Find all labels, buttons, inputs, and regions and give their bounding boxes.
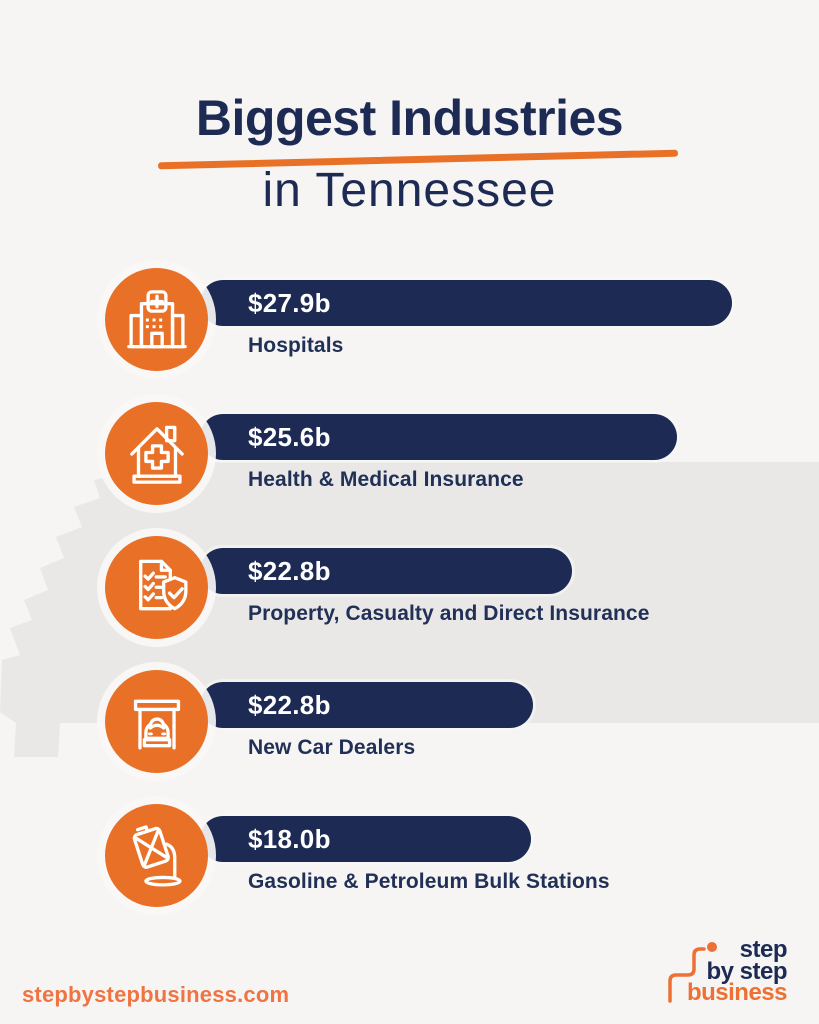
industry-row: $27.9b Hospitals <box>0 268 819 402</box>
industry-value: $22.8b <box>248 556 331 586</box>
industry-label: Hospitals <box>248 334 344 357</box>
industry-value-bar: $22.8b <box>200 548 572 594</box>
industry-value: $22.8b <box>248 690 331 720</box>
industry-value: $27.9b <box>248 288 331 318</box>
industry-label: Property, Casualty and Direct Insurance <box>248 602 650 625</box>
hospital-icon <box>105 268 208 371</box>
industry-value-bar: $25.6b <box>200 414 677 460</box>
industry-row: $22.8b New Car Dealers <box>0 670 819 804</box>
industry-value-bar: $22.8b <box>200 682 533 728</box>
industry-label: Health & Medical Insurance <box>248 468 524 491</box>
industry-row: $18.0b Gasoline & Petroleum Bulk Station… <box>0 804 819 938</box>
page-title: Biggest Industries <box>195 90 624 146</box>
industry-row: $22.8b Property, Casualty and Direct Ins… <box>0 536 819 670</box>
fuel-can-icon <box>105 804 208 907</box>
infographic-header: Biggest Industries in Tennessee <box>0 88 819 218</box>
insurance-checklist-shield-icon <box>105 536 208 639</box>
medical-house-icon <box>105 402 208 505</box>
website-url: stepbystepbusiness.com <box>22 982 290 1007</box>
industry-value-bar: $27.9b <box>200 280 732 326</box>
industry-value-bar: $18.0b <box>200 816 531 862</box>
logo-word-by-step: by step <box>706 958 787 985</box>
page-subtitle: in Tennessee <box>262 164 557 217</box>
industry-label: Gasoline & Petroleum Bulk Stations <box>248 870 610 893</box>
stair-steps-icon <box>668 942 717 1003</box>
step-by-step-business-logo: step by step business <box>655 930 795 1010</box>
industry-value: $25.6b <box>248 422 331 452</box>
logo-word-step: step <box>739 936 788 963</box>
logo-word-business: business <box>686 979 788 1006</box>
car-garage-icon <box>105 670 208 773</box>
industry-value: $18.0b <box>248 824 331 854</box>
industry-label: New Car Dealers <box>248 736 416 759</box>
industry-row: $25.6b Health & Medical Insurance <box>0 402 819 536</box>
